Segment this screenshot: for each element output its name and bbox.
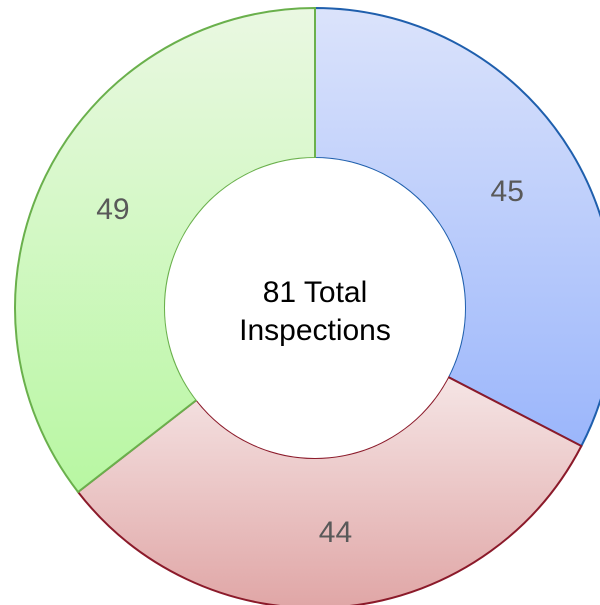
donut-hole [165,158,465,458]
center-label-line-1: 81 Total [263,276,368,309]
donut-slices [14,6,600,605]
slice-label-1: 45 [491,175,524,208]
slice-label-3: 49 [96,193,129,226]
slice-label-2: 44 [319,516,352,549]
donut-slice-2 [76,375,583,605]
slice-labels: 45 44 49 [96,175,524,549]
center-label-line-2: Inspections [239,314,391,347]
